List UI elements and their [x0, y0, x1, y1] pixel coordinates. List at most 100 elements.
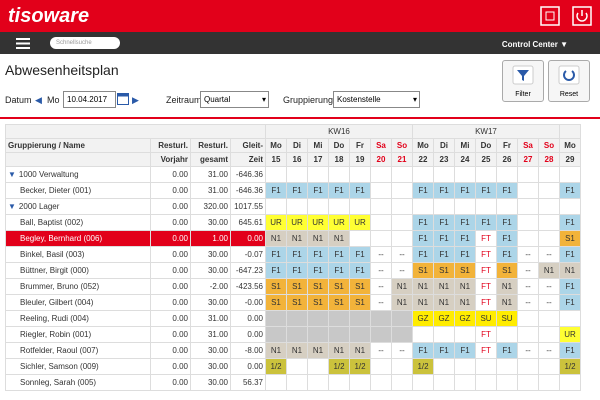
- vorjahr: 0.00: [150, 166, 191, 183]
- day-cell: F1: [307, 262, 329, 279]
- day-cell: N1: [454, 278, 476, 295]
- calendar-icon[interactable]: [117, 92, 129, 105]
- gesamt: 30.00: [190, 358, 231, 375]
- day-cell: N1: [286, 230, 308, 247]
- day-cell: [538, 166, 560, 183]
- weekday-row: Gruppierung / Name Resturl. Resturl. Gleit-…: [5, 138, 581, 153]
- day-cell: [496, 166, 518, 183]
- col-header: Zeit: [230, 152, 266, 167]
- day-cell: --: [538, 342, 560, 359]
- divider: [0, 117, 600, 119]
- menu-icon[interactable]: [16, 38, 30, 49]
- day-cell: UR: [265, 214, 287, 231]
- name: Binkel, Basil (003): [5, 246, 151, 263]
- gleit: -8.00: [230, 342, 266, 359]
- day-cell: [559, 374, 581, 391]
- day-cell: F1: [265, 182, 287, 199]
- search-input[interactable]: Schnellsuche: [50, 37, 120, 49]
- day-cell: [538, 358, 560, 375]
- vorjahr: 0.00: [150, 358, 191, 375]
- filter-button[interactable]: Filter: [502, 60, 544, 102]
- day-cell: S1: [328, 294, 350, 311]
- day-cell: --: [517, 262, 539, 279]
- weekday: Mo: [412, 138, 434, 153]
- employee-row[interactable]: Begley, Bernhard (006) 0.00 1.00 0.00 N1 N1 N1…: [5, 230, 581, 247]
- prev[interactable]: ◀: [35, 95, 42, 105]
- gesamt: 31.00: [190, 166, 231, 183]
- period-select[interactable]: Quartal ▾: [200, 91, 269, 108]
- employee-row: Riegler, Robin (001) 0.00 31.00 0.00 FT UR: [5, 326, 581, 343]
- next[interactable]: ▶: [132, 95, 139, 105]
- day-cell: [349, 198, 371, 215]
- day-cell: UR: [307, 214, 329, 231]
- day-cell: [454, 198, 476, 215]
- gleit: -0.07: [230, 246, 266, 263]
- name-header-2: [5, 152, 151, 167]
- date-input[interactable]: 10.04.2017: [63, 91, 116, 108]
- day-cell: [517, 214, 539, 231]
- day-cell: UR: [349, 214, 371, 231]
- day-cell: F1: [349, 262, 371, 279]
- day-cell: [391, 358, 413, 375]
- gleit: -423.56: [230, 278, 266, 295]
- day-cell: F1: [433, 246, 455, 263]
- day-cell: [412, 374, 434, 391]
- day-cell: N1: [454, 294, 476, 311]
- name: Bleuler, Gilbert (004): [5, 294, 151, 311]
- gesamt: 30.00: [190, 294, 231, 311]
- gesamt: 31.00: [190, 182, 231, 199]
- day-cell: [265, 310, 287, 327]
- day-cell: [307, 198, 329, 215]
- employee-row: Brummer, Bruno (052) 0.00 -2.00 -423.56 S1 S1…: [5, 278, 581, 295]
- day-cell: N1: [265, 230, 287, 247]
- day-cell: S1: [433, 262, 455, 279]
- reset-button[interactable]: Reset: [548, 60, 590, 102]
- day-number: 21: [391, 152, 413, 167]
- corner: [5, 124, 266, 139]
- day-cell: [517, 310, 539, 327]
- week-label: KW17: [412, 124, 560, 139]
- weekday: Mi: [454, 138, 476, 153]
- day-cell: [391, 374, 413, 391]
- day-cell: [370, 182, 392, 199]
- day-cell: --: [538, 246, 560, 263]
- day-cell: [349, 230, 371, 247]
- day-cell: [559, 198, 581, 215]
- day-cell: [328, 166, 350, 183]
- day-cell: S1: [328, 278, 350, 295]
- day-cell: [307, 326, 329, 343]
- day-cell: UR: [286, 214, 308, 231]
- gesamt: 30.00: [190, 374, 231, 391]
- grouping-select[interactable]: Kostenstelle ▾: [333, 91, 420, 108]
- day-cell: [391, 182, 413, 199]
- day-cell: [328, 198, 350, 215]
- day-cell: [265, 326, 287, 343]
- day-cell: FT: [475, 278, 497, 295]
- weekday: So: [391, 138, 413, 153]
- day-cell: [475, 358, 497, 375]
- weekday: So: [538, 138, 560, 153]
- day-cell: F1: [265, 262, 287, 279]
- absence-table: KW16 KW17 Gruppierung / Name Resturl. Restur…: [5, 124, 600, 400]
- name: Büttner, Birgit (000): [5, 262, 151, 279]
- day-number: 23: [433, 152, 455, 167]
- gesamt: 1.00: [190, 230, 231, 247]
- day-cell: [370, 374, 392, 391]
- day-cell: F1: [412, 342, 434, 359]
- control-center[interactable]: Control Center ▼: [501, 40, 568, 49]
- day-cell: [475, 374, 497, 391]
- weekday: Di: [286, 138, 308, 153]
- day-cell: [433, 166, 455, 183]
- day-cell: F1: [412, 214, 434, 231]
- day-cell: F1: [559, 278, 581, 295]
- day-cell: [496, 374, 518, 391]
- day-cell: F1: [433, 230, 455, 247]
- day-cell: [412, 166, 434, 183]
- day-cell: 1/2: [412, 358, 434, 375]
- day-cell: FT: [475, 230, 497, 247]
- day-cell: GZ: [454, 310, 476, 327]
- day-cell: [286, 198, 308, 215]
- day-cell: [538, 182, 560, 199]
- top-icons[interactable]: [540, 6, 592, 26]
